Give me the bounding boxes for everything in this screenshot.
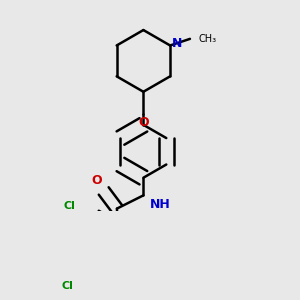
Text: N: N (172, 37, 182, 50)
Text: NH: NH (150, 198, 171, 211)
Text: O: O (138, 116, 149, 129)
Text: O: O (92, 174, 102, 187)
Text: CH₃: CH₃ (199, 34, 217, 44)
Text: Cl: Cl (63, 201, 75, 211)
Text: Cl: Cl (61, 281, 74, 291)
